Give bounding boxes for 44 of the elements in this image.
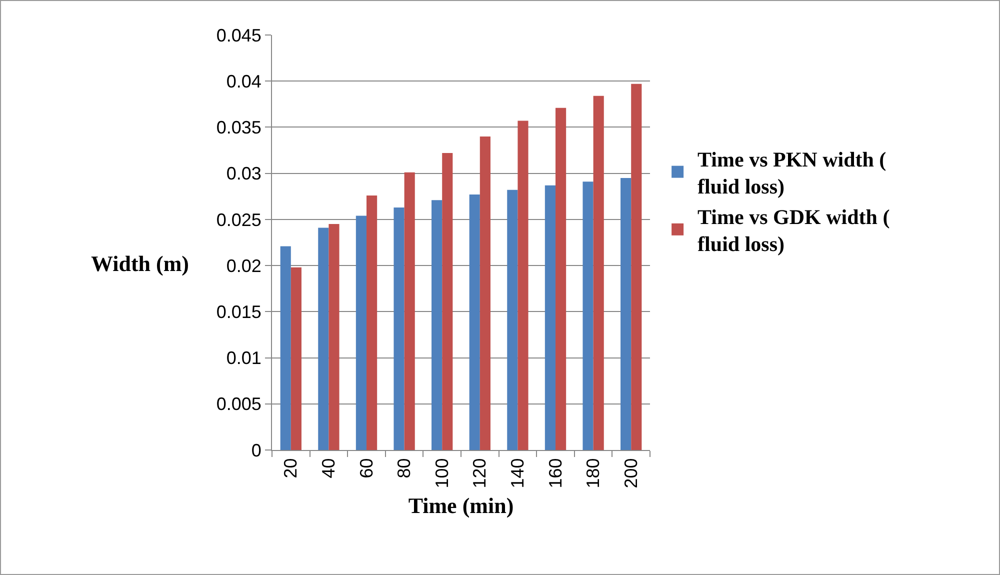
bar (442, 153, 453, 450)
y-tick-label: 0 (251, 440, 262, 460)
x-tick-label: 140 (508, 458, 528, 488)
bar (432, 200, 442, 450)
bar (518, 120, 528, 450)
bar (507, 190, 518, 450)
y-tick-label: 0.04 (226, 71, 262, 92)
y-tick-label: 0.03 (226, 164, 262, 184)
bar (280, 246, 291, 450)
bar (544, 185, 556, 450)
y-tick-label: 0.045 (216, 25, 262, 46)
bar (480, 136, 490, 450)
bar (328, 224, 340, 450)
bar (469, 194, 480, 450)
x-axis-title: Time (min) (408, 493, 514, 518)
x-tick-label: 60 (356, 458, 376, 478)
legend-label: Time vs GDK width ( fluid loss) (698, 204, 890, 256)
bar (582, 182, 594, 450)
x-tick-label: 120 (470, 458, 490, 488)
y-tick-label: 0.035 (216, 118, 262, 138)
bar (631, 84, 642, 450)
y-tick-label: 0.025 (216, 210, 262, 230)
bar (394, 207, 404, 450)
y-tick-label: 0.01 (226, 348, 262, 368)
y-tick-label: 0.005 (216, 394, 262, 414)
bar (620, 178, 632, 450)
y-tick-label: 0.015 (216, 302, 262, 322)
bar (290, 267, 302, 450)
bar (556, 108, 566, 450)
y-axis-title: Width (m) (91, 251, 189, 276)
bar (593, 96, 604, 450)
x-tick-label: 40 (318, 458, 339, 478)
bar (356, 216, 366, 450)
legend-label: Time vs PKN width ( fluid loss) (698, 147, 886, 199)
bar (404, 172, 415, 450)
bar (366, 195, 378, 450)
x-tick-label: 180 (583, 458, 604, 488)
x-tick-label: 20 (280, 458, 301, 478)
x-tick-label: 160 (545, 458, 566, 488)
y-tick-label: 0.02 (226, 256, 262, 276)
x-tick-label: 100 (432, 458, 452, 488)
x-tick-label: 200 (620, 458, 641, 488)
bar (318, 228, 329, 450)
x-tick-label: 80 (394, 458, 414, 478)
